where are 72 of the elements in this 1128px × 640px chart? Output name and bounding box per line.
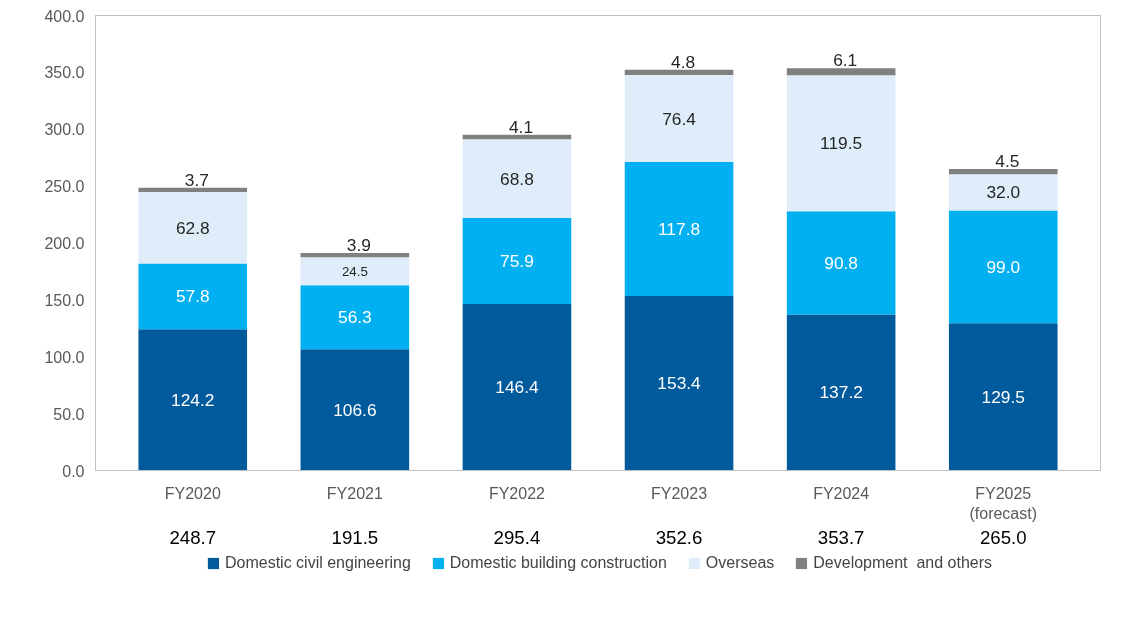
bar	[948, 169, 1058, 175]
data-label: 3.7	[184, 169, 209, 190]
bar	[624, 69, 734, 76]
data-label: 57.8	[175, 286, 210, 307]
legend-label: Domestic building construction	[449, 554, 667, 572]
data-label: 129.5	[981, 386, 1025, 407]
total-label: 352.6	[655, 526, 703, 548]
y-tick-label: 50.0	[53, 405, 85, 423]
y-tick-label: 0.0	[62, 462, 85, 480]
data-label: 75.9	[500, 250, 534, 271]
data-label: 153.4	[657, 373, 702, 394]
bar	[624, 296, 734, 471]
y-tick-label: 200.0	[44, 235, 85, 252]
x-tick-label: FY2023	[651, 484, 708, 502]
y-tick-label: 400.0	[44, 7, 85, 25]
data-label: 99.0	[986, 256, 1021, 277]
bar	[786, 314, 896, 471]
y-tick-label: 300.0	[44, 121, 85, 139]
legend-label: Domestic civil engineering	[224, 554, 411, 572]
data-label: 90.8	[824, 252, 859, 273]
data-label: 76.4	[662, 108, 697, 129]
total-label: 265.0	[979, 526, 1027, 548]
data-label: 137.2	[819, 382, 863, 403]
x-tick-label: FY2025 (forecast)	[969, 484, 1038, 522]
bar	[138, 192, 248, 264]
bar	[300, 257, 410, 286]
total-label: 191.5	[331, 526, 379, 548]
bar	[786, 211, 896, 315]
legend-label: Development and others	[813, 554, 993, 572]
bar	[462, 217, 572, 304]
data-label: 68.8	[500, 168, 534, 189]
bar	[786, 68, 896, 76]
y-tick-label: 150.0	[44, 291, 85, 309]
y-tick-label: 350.0	[44, 64, 85, 82]
data-label: 124.2	[171, 389, 215, 410]
data-label: 62.8	[175, 217, 210, 238]
bar	[624, 75, 734, 163]
data-label: 117.8	[658, 219, 701, 240]
bar	[138, 187, 248, 193]
bar	[948, 210, 1058, 324]
data-label: 4.1	[508, 116, 534, 137]
bar	[138, 263, 248, 330]
y-tick-label: 250.0	[44, 178, 85, 196]
bar	[300, 349, 410, 471]
total-label: 295.4	[493, 526, 541, 548]
bar	[624, 162, 734, 297]
x-tick-label: FY2022	[488, 484, 546, 502]
x-tick-label: FY2020	[164, 484, 221, 502]
data-label: 3.9	[346, 234, 371, 255]
y-tick-label: 100.0	[44, 348, 85, 366]
bar	[948, 323, 1058, 471]
x-tick-label: FY2024	[813, 484, 870, 502]
bar	[462, 303, 572, 471]
bar	[138, 329, 248, 471]
data-label: 119.5	[820, 133, 863, 154]
data-label: 4.8	[671, 51, 696, 72]
bar	[948, 174, 1058, 211]
legend-label: Overseas	[705, 554, 775, 572]
bar	[462, 139, 572, 218]
bar	[300, 252, 410, 258]
x-tick-label: FY2021	[326, 484, 383, 502]
data-label: 146.4	[495, 377, 539, 398]
data-label: 24.5	[341, 263, 368, 279]
data-label: 56.3	[337, 307, 372, 328]
total-label: 353.7	[817, 526, 865, 548]
data-label: 4.5	[995, 151, 1020, 172]
total-label: 248.7	[169, 526, 217, 548]
data-label: 6.1	[833, 50, 858, 71]
bar	[786, 75, 896, 212]
data-label: 32.0	[986, 182, 1021, 203]
data-label: 106.6	[333, 399, 377, 420]
bar	[300, 285, 410, 350]
